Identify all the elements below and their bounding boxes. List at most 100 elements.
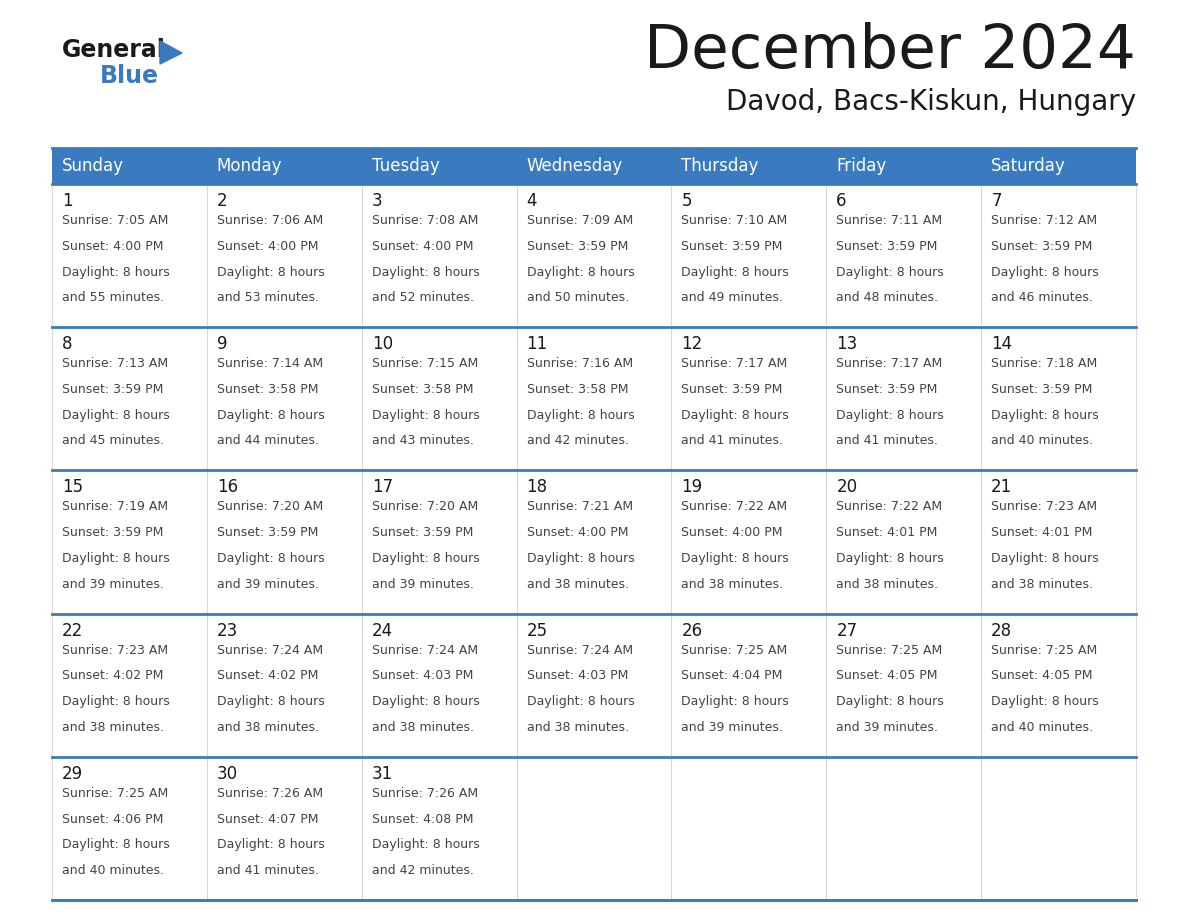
Bar — [361, 327, 517, 470]
Text: Sunset: 4:07 PM: Sunset: 4:07 PM — [217, 812, 318, 825]
Bar — [827, 756, 981, 900]
Text: Daylight: 8 hours: Daylight: 8 hours — [836, 552, 944, 565]
Bar — [207, 470, 361, 613]
Bar — [827, 148, 981, 184]
Text: Sunset: 3:58 PM: Sunset: 3:58 PM — [372, 383, 473, 396]
Text: and 52 minutes.: and 52 minutes. — [372, 291, 474, 304]
Text: Sunset: 4:05 PM: Sunset: 4:05 PM — [836, 669, 937, 682]
Text: Sunset: 4:02 PM: Sunset: 4:02 PM — [62, 669, 164, 682]
Text: Daylight: 8 hours: Daylight: 8 hours — [62, 695, 170, 708]
Text: Sunrise: 7:09 AM: Sunrise: 7:09 AM — [526, 214, 633, 227]
Text: Sunrise: 7:11 AM: Sunrise: 7:11 AM — [836, 214, 942, 227]
Bar — [827, 184, 981, 327]
Text: Sunrise: 7:20 AM: Sunrise: 7:20 AM — [217, 500, 323, 513]
Text: and 38 minutes.: and 38 minutes. — [526, 577, 628, 590]
Bar — [517, 756, 671, 900]
Text: and 40 minutes.: and 40 minutes. — [991, 434, 1093, 447]
Text: Wednesday: Wednesday — [526, 157, 623, 175]
Text: Sunrise: 7:23 AM: Sunrise: 7:23 AM — [62, 644, 169, 656]
Text: 17: 17 — [372, 478, 393, 497]
Text: Daylight: 8 hours: Daylight: 8 hours — [682, 552, 789, 565]
Text: and 50 minutes.: and 50 minutes. — [526, 291, 628, 304]
Bar — [52, 148, 207, 184]
Text: Sunset: 4:00 PM: Sunset: 4:00 PM — [217, 240, 318, 252]
Text: Daylight: 8 hours: Daylight: 8 hours — [62, 838, 170, 851]
Text: Sunset: 3:59 PM: Sunset: 3:59 PM — [526, 240, 628, 252]
Text: 25: 25 — [526, 621, 548, 640]
Bar — [671, 184, 827, 327]
Bar — [671, 613, 827, 756]
Text: Daylight: 8 hours: Daylight: 8 hours — [682, 695, 789, 708]
Text: Sunset: 4:03 PM: Sunset: 4:03 PM — [372, 669, 473, 682]
Text: Daylight: 8 hours: Daylight: 8 hours — [372, 265, 480, 278]
Text: Sunset: 4:04 PM: Sunset: 4:04 PM — [682, 669, 783, 682]
Text: and 41 minutes.: and 41 minutes. — [217, 864, 318, 877]
Text: Sunrise: 7:24 AM: Sunrise: 7:24 AM — [217, 644, 323, 656]
Text: Davod, Bacs-Kiskun, Hungary: Davod, Bacs-Kiskun, Hungary — [726, 88, 1136, 116]
Text: Sunrise: 7:25 AM: Sunrise: 7:25 AM — [62, 787, 169, 800]
Text: Sunday: Sunday — [62, 157, 124, 175]
Bar — [517, 613, 671, 756]
Text: 11: 11 — [526, 335, 548, 353]
Text: Saturday: Saturday — [991, 157, 1066, 175]
Bar — [671, 470, 827, 613]
Text: Sunset: 3:59 PM: Sunset: 3:59 PM — [682, 383, 783, 396]
Bar — [517, 470, 671, 613]
Bar — [981, 327, 1136, 470]
Text: 7: 7 — [991, 192, 1001, 210]
Bar — [517, 184, 671, 327]
Text: Sunrise: 7:17 AM: Sunrise: 7:17 AM — [836, 357, 942, 370]
Bar — [981, 756, 1136, 900]
Text: Daylight: 8 hours: Daylight: 8 hours — [62, 552, 170, 565]
Text: 23: 23 — [217, 621, 238, 640]
Text: 28: 28 — [991, 621, 1012, 640]
Text: 4: 4 — [526, 192, 537, 210]
Text: and 42 minutes.: and 42 minutes. — [372, 864, 474, 877]
Text: December 2024: December 2024 — [644, 22, 1136, 81]
Text: and 38 minutes.: and 38 minutes. — [836, 577, 939, 590]
Text: 10: 10 — [372, 335, 393, 353]
Bar — [361, 756, 517, 900]
Text: Sunset: 3:58 PM: Sunset: 3:58 PM — [526, 383, 628, 396]
Text: Sunrise: 7:26 AM: Sunrise: 7:26 AM — [217, 787, 323, 800]
Text: Thursday: Thursday — [682, 157, 759, 175]
Text: Daylight: 8 hours: Daylight: 8 hours — [526, 552, 634, 565]
Text: Sunrise: 7:25 AM: Sunrise: 7:25 AM — [991, 644, 1098, 656]
Bar — [52, 184, 207, 327]
Text: 14: 14 — [991, 335, 1012, 353]
Bar — [361, 470, 517, 613]
Text: and 38 minutes.: and 38 minutes. — [217, 721, 318, 733]
Bar — [671, 756, 827, 900]
Text: 6: 6 — [836, 192, 847, 210]
Bar — [52, 327, 207, 470]
Text: 16: 16 — [217, 478, 238, 497]
Text: Daylight: 8 hours: Daylight: 8 hours — [372, 838, 480, 851]
Bar — [981, 470, 1136, 613]
Text: Sunset: 4:01 PM: Sunset: 4:01 PM — [991, 526, 1093, 539]
Text: 24: 24 — [372, 621, 393, 640]
Text: Sunset: 3:59 PM: Sunset: 3:59 PM — [836, 383, 937, 396]
Text: Daylight: 8 hours: Daylight: 8 hours — [526, 265, 634, 278]
Text: 22: 22 — [62, 621, 83, 640]
Text: Daylight: 8 hours: Daylight: 8 hours — [217, 265, 324, 278]
Text: and 44 minutes.: and 44 minutes. — [217, 434, 318, 447]
Text: and 45 minutes.: and 45 minutes. — [62, 434, 164, 447]
Text: 19: 19 — [682, 478, 702, 497]
Text: and 39 minutes.: and 39 minutes. — [682, 721, 783, 733]
Text: Sunrise: 7:12 AM: Sunrise: 7:12 AM — [991, 214, 1098, 227]
Text: and 55 minutes.: and 55 minutes. — [62, 291, 164, 304]
Text: Sunrise: 7:15 AM: Sunrise: 7:15 AM — [372, 357, 478, 370]
Bar — [207, 756, 361, 900]
Polygon shape — [160, 41, 182, 64]
Text: Tuesday: Tuesday — [372, 157, 440, 175]
Text: Sunset: 4:00 PM: Sunset: 4:00 PM — [62, 240, 164, 252]
Text: Sunrise: 7:14 AM: Sunrise: 7:14 AM — [217, 357, 323, 370]
Bar — [827, 613, 981, 756]
Text: Daylight: 8 hours: Daylight: 8 hours — [217, 552, 324, 565]
Text: Daylight: 8 hours: Daylight: 8 hours — [526, 695, 634, 708]
Text: and 41 minutes.: and 41 minutes. — [682, 434, 783, 447]
Text: and 40 minutes.: and 40 minutes. — [991, 721, 1093, 733]
Text: 21: 21 — [991, 478, 1012, 497]
Text: Daylight: 8 hours: Daylight: 8 hours — [836, 265, 944, 278]
Text: and 48 minutes.: and 48 minutes. — [836, 291, 939, 304]
